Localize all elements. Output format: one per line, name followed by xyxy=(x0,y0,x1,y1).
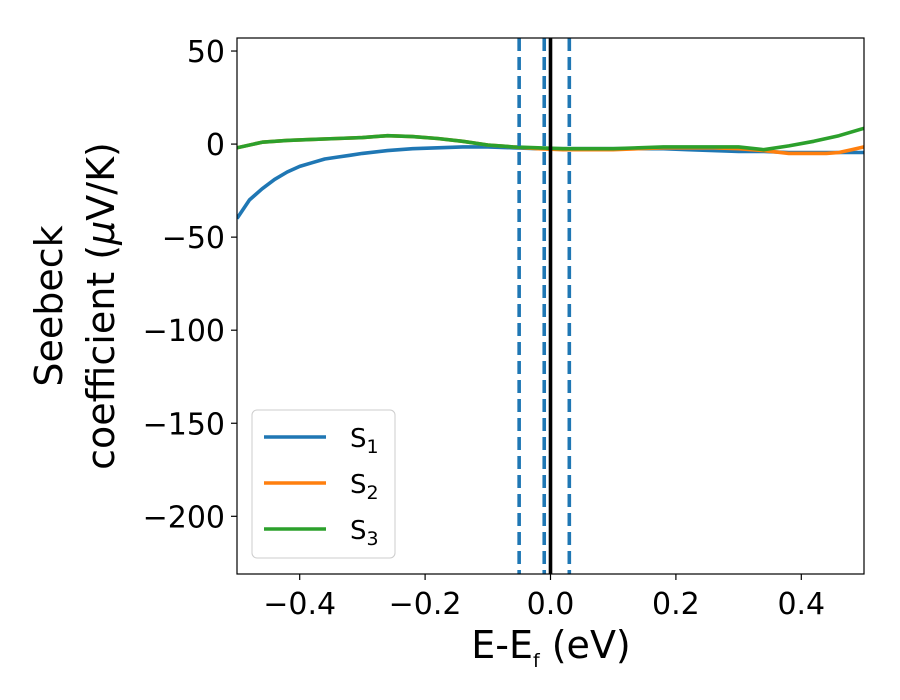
y-tick-label: −50 xyxy=(162,221,225,256)
x-axis-ticks: −0.4 −0.2 0.0 0.2 0.4 xyxy=(263,574,825,622)
legend-entries: S1 S2 S3 xyxy=(264,424,379,550)
legend-label-s1: S1 xyxy=(350,424,379,458)
y-tick-label: 0 xyxy=(206,128,225,163)
y-axis-label-line2: coefficient (μV/K) xyxy=(79,142,123,470)
y-tick-label: −100 xyxy=(143,314,225,349)
legend: S1 S2 S3 xyxy=(251,409,396,559)
x-tick-label: −0.4 xyxy=(263,587,336,622)
x-tick-label: −0.2 xyxy=(389,587,462,622)
y-tick-label: −200 xyxy=(143,500,225,535)
y-axis-label-line1: Seebeck xyxy=(27,225,71,386)
y-tick-label: 50 xyxy=(187,35,225,70)
x-tick-label: 0.4 xyxy=(777,587,825,622)
vertical-lines-layer xyxy=(517,38,572,574)
x-tick-label: 0.2 xyxy=(652,587,700,622)
legend-label-s2: S2 xyxy=(350,470,379,504)
y-axis-ticks: 50 0 −50 −100 −150 −200 xyxy=(143,35,237,535)
series-line-s1 xyxy=(237,145,864,220)
y-tick-label: −150 xyxy=(143,407,225,442)
x-axis-label: E-Ef (eV) xyxy=(471,623,631,672)
x-tick-label: 0.0 xyxy=(527,587,575,622)
legend-label-s3: S3 xyxy=(350,516,379,550)
